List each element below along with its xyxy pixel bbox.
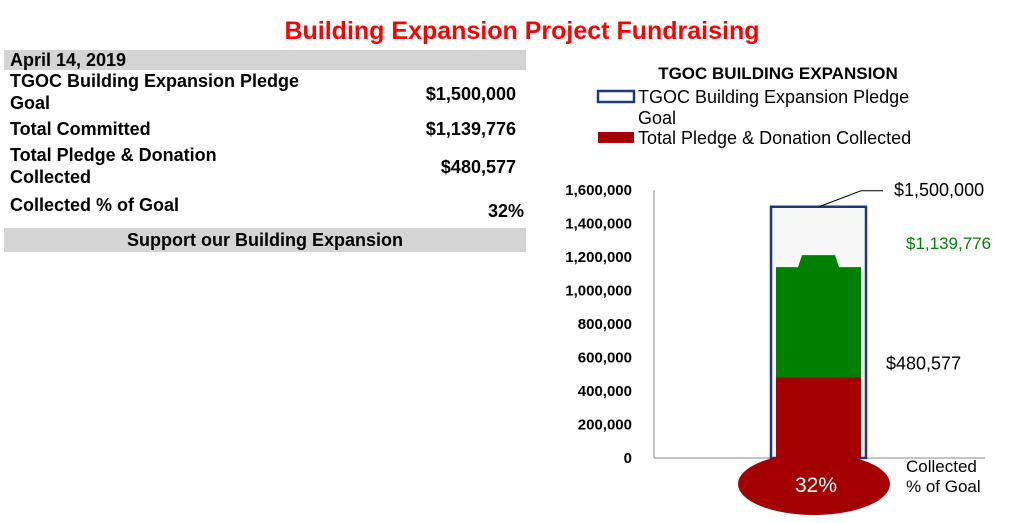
table-row: Total Committed $1,139,776 (4, 118, 526, 140)
date-label: April 14, 2019 (10, 50, 127, 70)
bulb-label-line2: % of Goal (906, 477, 981, 496)
y-tick-label: 200,000 (578, 417, 632, 434)
collected-label-line2: Collected (10, 167, 92, 187)
y-tick-label: 1,200,000 (565, 249, 632, 266)
committed-label: Total Committed (10, 119, 151, 139)
date-row: April 14, 2019 (4, 50, 526, 70)
y-tick-label: 400,000 (578, 383, 632, 400)
percent-data-label: 32% (795, 474, 837, 497)
y-tick-label: 1,000,000 (565, 283, 632, 300)
y-tick-labels: 0 200,000 400,000 600,000 800,000 1,000,000 1,… (565, 182, 632, 467)
legend-label-collected: Total Pledge & Donation Collected (638, 128, 911, 148)
page-title: Building Expansion Project Fundraising (284, 17, 760, 45)
footer-band: Support our Building Expansion (4, 228, 526, 252)
goal-value: $1,500,000 (425, 84, 516, 104)
table-row: Collected % of Goal 32% (4, 194, 526, 221)
legend-label-goal-line1: TGOC Building Expansion Pledge (638, 87, 909, 107)
goal-leader-line (818, 190, 883, 208)
legend-swatch-goal (596, 89, 636, 104)
support-banner: Support our Building Expansion (127, 230, 403, 250)
committed-data-label: $1,139,776 (906, 234, 991, 253)
table-row: TGOC Building Expansion Pledge Goal $1,5… (4, 70, 526, 114)
percent-value: 32% (487, 201, 524, 221)
bulb-label-line1: Collected (906, 457, 977, 476)
legend-label-goal-line2: Goal (638, 108, 676, 128)
collected-label-line1: Total Pledge & Donation (10, 145, 217, 165)
committed-value: $1,139,776 (425, 119, 516, 139)
collected-bar (776, 377, 861, 458)
table-row: Total Pledge & Donation Collected $480,5… (4, 144, 526, 188)
percent-label: Collected % of Goal (10, 195, 180, 215)
y-tick-label: 1,600,000 (565, 182, 632, 199)
legend-swatch-collected (598, 132, 634, 143)
y-tick-label: 800,000 (578, 316, 632, 333)
goal-label-line1: TGOC Building Expansion Pledge (10, 71, 300, 91)
y-tick-label: 1,400,000 (565, 216, 632, 233)
y-tick-label: 0 (624, 450, 632, 467)
collected-value: $480,577 (440, 157, 516, 177)
goal-data-label: $1,500,000 (894, 180, 984, 200)
thermometer-bulb (738, 453, 890, 515)
collected-data-label: $480,577 (886, 354, 961, 374)
goal-label-line2: Goal (10, 93, 51, 113)
chart-title: TGOC BUILDING EXPANSION (658, 64, 898, 83)
y-tick-label: 600,000 (578, 350, 632, 367)
